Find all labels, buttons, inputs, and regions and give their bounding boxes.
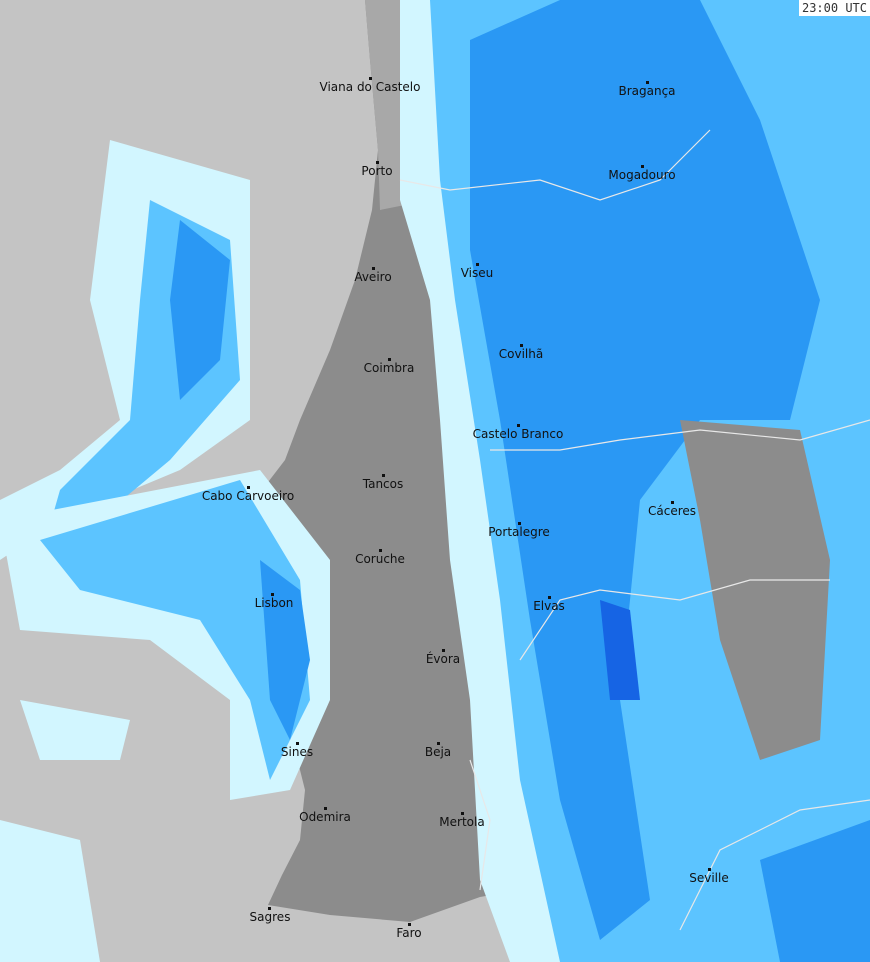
city-marker-icon xyxy=(247,486,250,489)
city-label: Mertola xyxy=(439,815,485,829)
city-marker-icon xyxy=(476,263,479,266)
city-marker-icon xyxy=(520,344,523,347)
city-label: Bragança xyxy=(618,84,676,98)
city-label: Évora xyxy=(425,652,461,666)
city-marker-icon xyxy=(646,81,649,84)
city-marker-icon xyxy=(442,649,445,652)
city-marker-icon xyxy=(708,868,711,871)
city-label: Elvas xyxy=(533,599,565,613)
city-marker-icon xyxy=(641,165,644,168)
city-marker-icon xyxy=(548,596,551,599)
city-marker-icon xyxy=(437,742,440,745)
city-label: Viana do Castelo xyxy=(319,80,421,94)
city-label: Cabo Carvoeiro xyxy=(201,489,295,503)
city-label: Beja xyxy=(424,745,452,759)
city-label: Lisbon xyxy=(254,596,294,610)
city-label: Cáceres xyxy=(647,504,697,518)
city-label: Mogadouro xyxy=(608,168,676,182)
city-label: Coruche xyxy=(355,552,405,566)
city-marker-icon xyxy=(376,161,379,164)
city-marker-icon xyxy=(369,77,372,80)
city-marker-icon xyxy=(517,424,520,427)
timestamp-label: 23:00 UTC xyxy=(798,0,870,16)
city-marker-icon xyxy=(671,501,674,504)
city-marker-icon xyxy=(296,742,299,745)
city-label: Sagres xyxy=(249,910,291,924)
city-marker-icon xyxy=(324,807,327,810)
city-label: Viseu xyxy=(460,266,494,280)
city-marker-icon xyxy=(379,549,382,552)
city-label: Porto xyxy=(361,164,393,178)
city-label: Tancos xyxy=(362,477,404,491)
city-marker-icon xyxy=(372,267,375,270)
city-label: Castelo Branco xyxy=(472,427,564,441)
city-marker-icon xyxy=(408,923,411,926)
city-marker-icon xyxy=(271,593,274,596)
city-label: Coimbra xyxy=(363,361,415,375)
city-marker-icon xyxy=(382,474,385,477)
city-marker-icon xyxy=(461,812,464,815)
city-label: Aveiro xyxy=(354,270,392,284)
city-label: Sines xyxy=(280,745,314,759)
city-label: Seville xyxy=(689,871,729,885)
city-marker-icon xyxy=(518,522,521,525)
city-label: Portalegre xyxy=(488,525,550,539)
borders xyxy=(399,129,870,931)
city-label: Faro xyxy=(396,926,422,940)
city-label: Covilhã xyxy=(498,347,544,361)
city-label: Odemira xyxy=(299,810,351,824)
city-marker-icon xyxy=(388,358,391,361)
city-marker-icon xyxy=(268,907,271,910)
